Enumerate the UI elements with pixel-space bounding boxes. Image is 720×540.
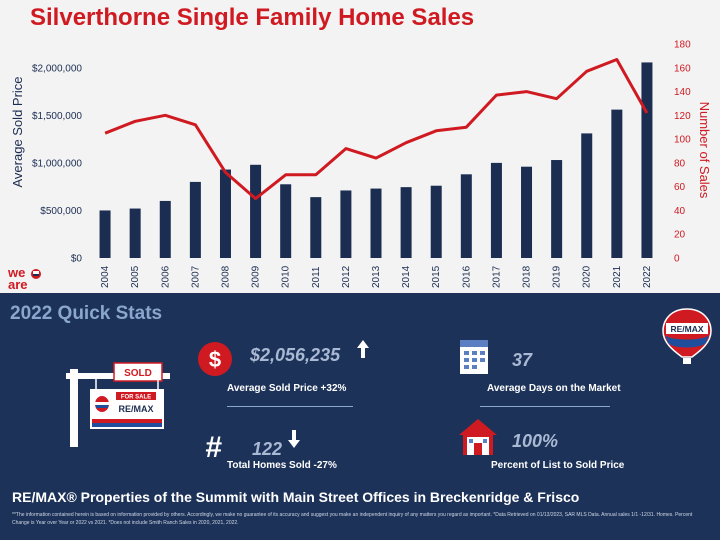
bar [159, 200, 171, 258]
y2-tick-label: 60 [674, 182, 686, 193]
bar [219, 169, 231, 258]
x-tick-label: 2007 [190, 265, 201, 288]
x-tick-label: 2016 [461, 265, 472, 288]
small-balloon-icon [31, 269, 41, 279]
x-axis-labels: 2004 2005 2006 2007 2008 2009 2010 2011 2012 2013… [100, 265, 653, 288]
bar [370, 188, 382, 258]
y2-tick-label: 80 [674, 158, 686, 169]
list-to-sold-label: Percent of List to Sold Price [491, 460, 625, 471]
line-series [104, 58, 649, 201]
quick-stats-panel: 2022 Quick Stats SOLD FOR SALE RE/MAX [0, 293, 720, 540]
y2-tick-label: 140 [674, 87, 691, 98]
x-tick-label: 2005 [130, 265, 141, 288]
right-axis: 0 20 40 60 80 100 120 140 160 180 [674, 40, 691, 265]
svg-text:SOLD: SOLD [124, 368, 152, 379]
y2-axis-label: Number of Sales [697, 102, 712, 199]
dollar-icon: $ [198, 342, 232, 376]
svg-text:FOR SALE: FOR SALE [121, 395, 151, 401]
bar-series [99, 62, 653, 259]
y-axis-label: Average Sold Price [10, 76, 25, 187]
avg-price-value: $2,056,235 [250, 345, 341, 365]
y-tick-label: $1,500,000 [32, 111, 82, 122]
x-tick-label: 2009 [251, 265, 262, 288]
y2-tick-label: 20 [674, 230, 686, 241]
x-tick-label: 2017 [491, 265, 502, 288]
chart-title: Silverthorne Single Family Home Sales [30, 4, 475, 31]
x-tick-label: 2011 [311, 266, 322, 288]
up-arrow-icon [357, 340, 369, 358]
bar [310, 197, 322, 258]
divider [480, 406, 610, 407]
bar [490, 162, 502, 258]
svg-text:RE/MAX: RE/MAX [118, 404, 153, 414]
footer-title: RE/MAX® Properties of the Summit with Ma… [12, 489, 580, 505]
sign-balloon-icon [95, 396, 109, 412]
y2-tick-label: 0 [674, 254, 680, 265]
svg-text:$: $ [209, 347, 221, 372]
house-icon [459, 419, 497, 455]
avg-price-label: Average Sold Price +32% [227, 383, 347, 394]
quick-stats-title: 2022 Quick Stats [10, 303, 163, 324]
list-to-sold-value: 100% [512, 431, 559, 451]
divider [227, 406, 353, 407]
x-tick-label: 2021 [612, 265, 623, 288]
bar [430, 185, 442, 258]
we-are-logo: we are [7, 265, 41, 292]
x-tick-label: 2008 [220, 265, 231, 288]
bar [611, 109, 623, 258]
bar [280, 184, 292, 258]
x-tick-label: 2012 [341, 265, 352, 288]
bar [641, 62, 653, 259]
bar [99, 210, 111, 258]
x-tick-label: 2013 [371, 265, 382, 288]
sales-line [104, 58, 649, 201]
bar [129, 208, 141, 258]
hash-icon: # [205, 431, 222, 464]
days-market-label: Average Days on the Market [487, 383, 621, 394]
x-tick-label: 2018 [522, 265, 533, 288]
x-tick-label: 2022 [642, 265, 653, 288]
svg-text:are: are [8, 277, 28, 292]
svg-text:we: we [7, 265, 25, 280]
y2-tick-label: 160 [674, 63, 691, 74]
footer-disclaimer: **The information contained herein is ba… [12, 512, 693, 526]
y-tick-label: $1,000,000 [32, 158, 82, 169]
y-tick-label: $0 [71, 254, 83, 265]
bar [521, 166, 533, 258]
y2-tick-label: 40 [674, 206, 686, 217]
bar [460, 174, 472, 258]
bar [250, 164, 262, 258]
bar [400, 187, 412, 258]
bar [189, 181, 201, 258]
x-tick-label: 2019 [552, 265, 563, 288]
calendar-icon [460, 340, 488, 374]
sold-sign-illustration: SOLD FOR SALE RE/MAX [66, 362, 170, 447]
total-sold-label: Total Homes Sold -27% [227, 460, 337, 471]
y2-tick-label: 120 [674, 111, 691, 122]
x-tick-label: 2020 [582, 265, 593, 288]
total-sold-value: 122 [252, 439, 283, 459]
x-tick-label: 2004 [100, 265, 111, 288]
x-tick-label: 2006 [160, 265, 171, 288]
down-arrow-icon [288, 430, 300, 448]
chart-panel: Silverthorne Single Family Home Sales $0… [0, 0, 720, 293]
x-tick-label: 2014 [401, 265, 412, 288]
svg-text:RE/MAX: RE/MAX [670, 324, 703, 334]
left-axis: $0 $500,000 $1,000,000 $1,500,000 $2,000,000 [32, 63, 82, 264]
combo-chart: $0 $500,000 $1,000,000 $1,500,000 $2,000,000… [7, 40, 712, 293]
bar [340, 190, 352, 258]
remax-balloon-logo: RE/MAX [662, 308, 712, 364]
x-tick-label: 2015 [431, 265, 442, 288]
y-tick-label: $2,000,000 [32, 63, 82, 74]
y2-tick-label: 100 [674, 135, 691, 146]
days-market-value: 37 [512, 350, 533, 370]
y-tick-label: $500,000 [40, 206, 82, 217]
bar [551, 160, 563, 258]
y2-tick-label: 180 [674, 40, 691, 51]
x-tick-label: 2010 [281, 265, 292, 288]
bar [581, 133, 593, 258]
